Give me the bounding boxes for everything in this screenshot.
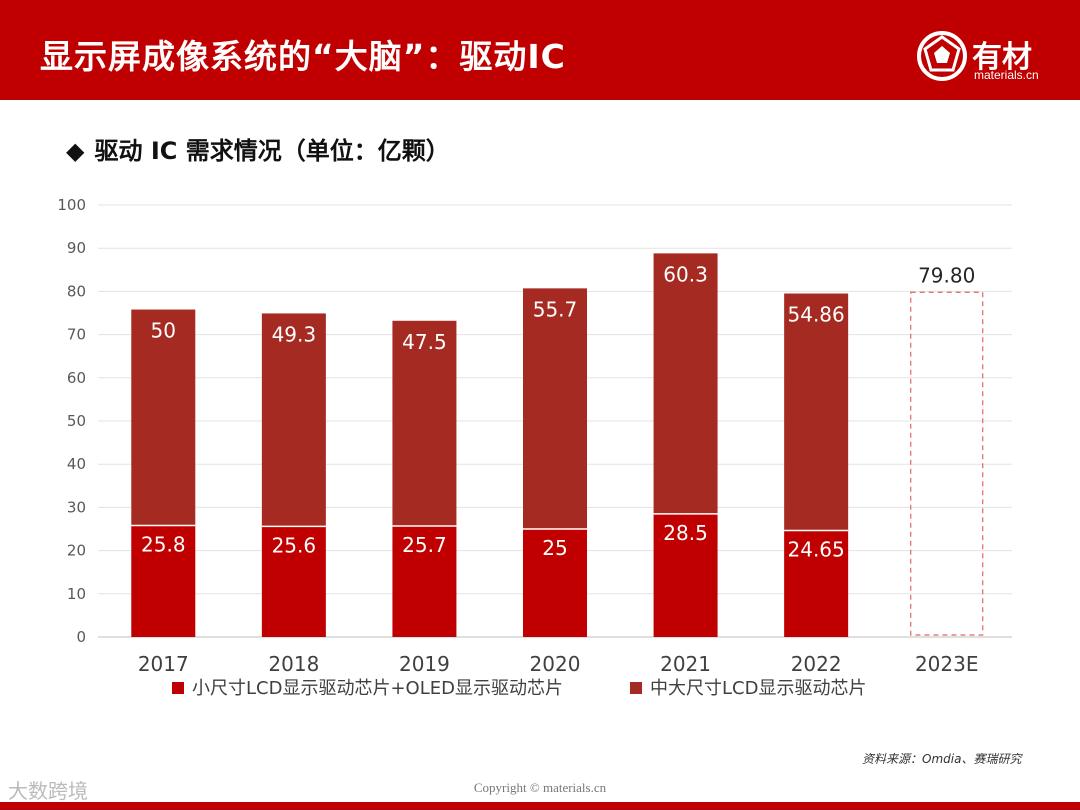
y-tick-label: 20 [67,542,86,560]
data-label: 24.65 [788,538,845,562]
diamond-icon: ◆ [66,137,85,165]
data-label: 25.7 [402,533,447,557]
y-tick-label: 60 [67,369,86,387]
bar-2020-small-oled [523,529,587,637]
bar-2020-mid-large [523,288,587,529]
bar-2017-small-oled [131,525,196,637]
brand-logo[interactable]: 有材 materials.cn [916,30,1056,86]
page-title: 显示屏成像系统的“大脑”：驱动IC [40,37,566,76]
bar-2023E-forecast [910,291,984,636]
bar-2021-small-oled [653,513,718,637]
x-tick-label: 2023E [915,652,979,676]
y-tick-label: 50 [67,412,86,430]
data-label: 28.5 [663,521,708,545]
y-tick-label: 80 [67,282,86,300]
legend-swatch-mid-large [630,682,642,694]
x-tick-label: 2018 [268,652,319,676]
logo-text: 有材 [972,40,1032,75]
bar-2022-mid-large [784,293,849,531]
logo-icon [917,31,967,81]
y-tick-label: 90 [67,239,86,257]
y-tick-label: 30 [67,498,86,516]
logo-domain: materials.cn [974,68,1039,82]
source-note: 资料来源：Omdia、赛瑞研究 [862,752,1022,766]
legend-label-mid-large: 中大尺寸LCD显示驱动芯片 [650,678,866,699]
data-label: 54.86 [788,303,845,327]
bar-2019-small-oled [392,525,457,637]
y-tick-label: 100 [57,196,86,214]
data-label: 25.6 [272,533,317,557]
corner-watermark: 大数跨境 [8,779,88,803]
bar-2022-small-oled [784,530,849,637]
legend-label-small-oled: 小尺寸LCD显示驱动芯片+OLED显示驱动芯片 [192,678,563,699]
bar-2018-mid-large [261,313,326,527]
data-label: 25 [542,536,567,560]
copyright-text: Copyright © materials.cn [473,780,607,795]
legend-swatch-small-oled [172,682,184,694]
data-label: 47.5 [402,330,447,354]
data-label: 49.3 [272,322,317,346]
y-tick-label: 10 [67,585,86,603]
bar-2019-mid-large [392,320,457,526]
x-tick-label: 2019 [399,652,450,676]
x-tick-label: 2020 [530,652,581,676]
y-tick-label: 40 [67,455,86,473]
footer-bar [0,802,1080,810]
x-tick-label: 2022 [791,652,842,676]
bar-2018-small-oled [261,526,326,637]
chart-heading: ◆ 驱动 IC 需求情况（单位：亿颗） [66,131,450,166]
data-label: 25.8 [141,533,186,557]
data-label-forecast: 79.80 [918,263,975,287]
data-label: 60.3 [663,262,708,286]
bar-2021-mid-large [653,253,718,514]
data-label: 55.7 [533,297,578,321]
x-tick-label: 2021 [660,652,711,676]
bar-2017-mid-large [131,309,196,526]
x-tick-label: 2017 [138,652,189,676]
header-bar: 显示屏成像系统的“大脑”：驱动IC 有材 materials.cn [0,0,1080,100]
y-tick-label: 70 [67,326,86,344]
y-tick-label: 0 [76,628,86,646]
data-label: 50 [151,319,176,343]
chart-heading-text: 驱动 IC 需求情况（单位：亿颗） [94,137,450,165]
